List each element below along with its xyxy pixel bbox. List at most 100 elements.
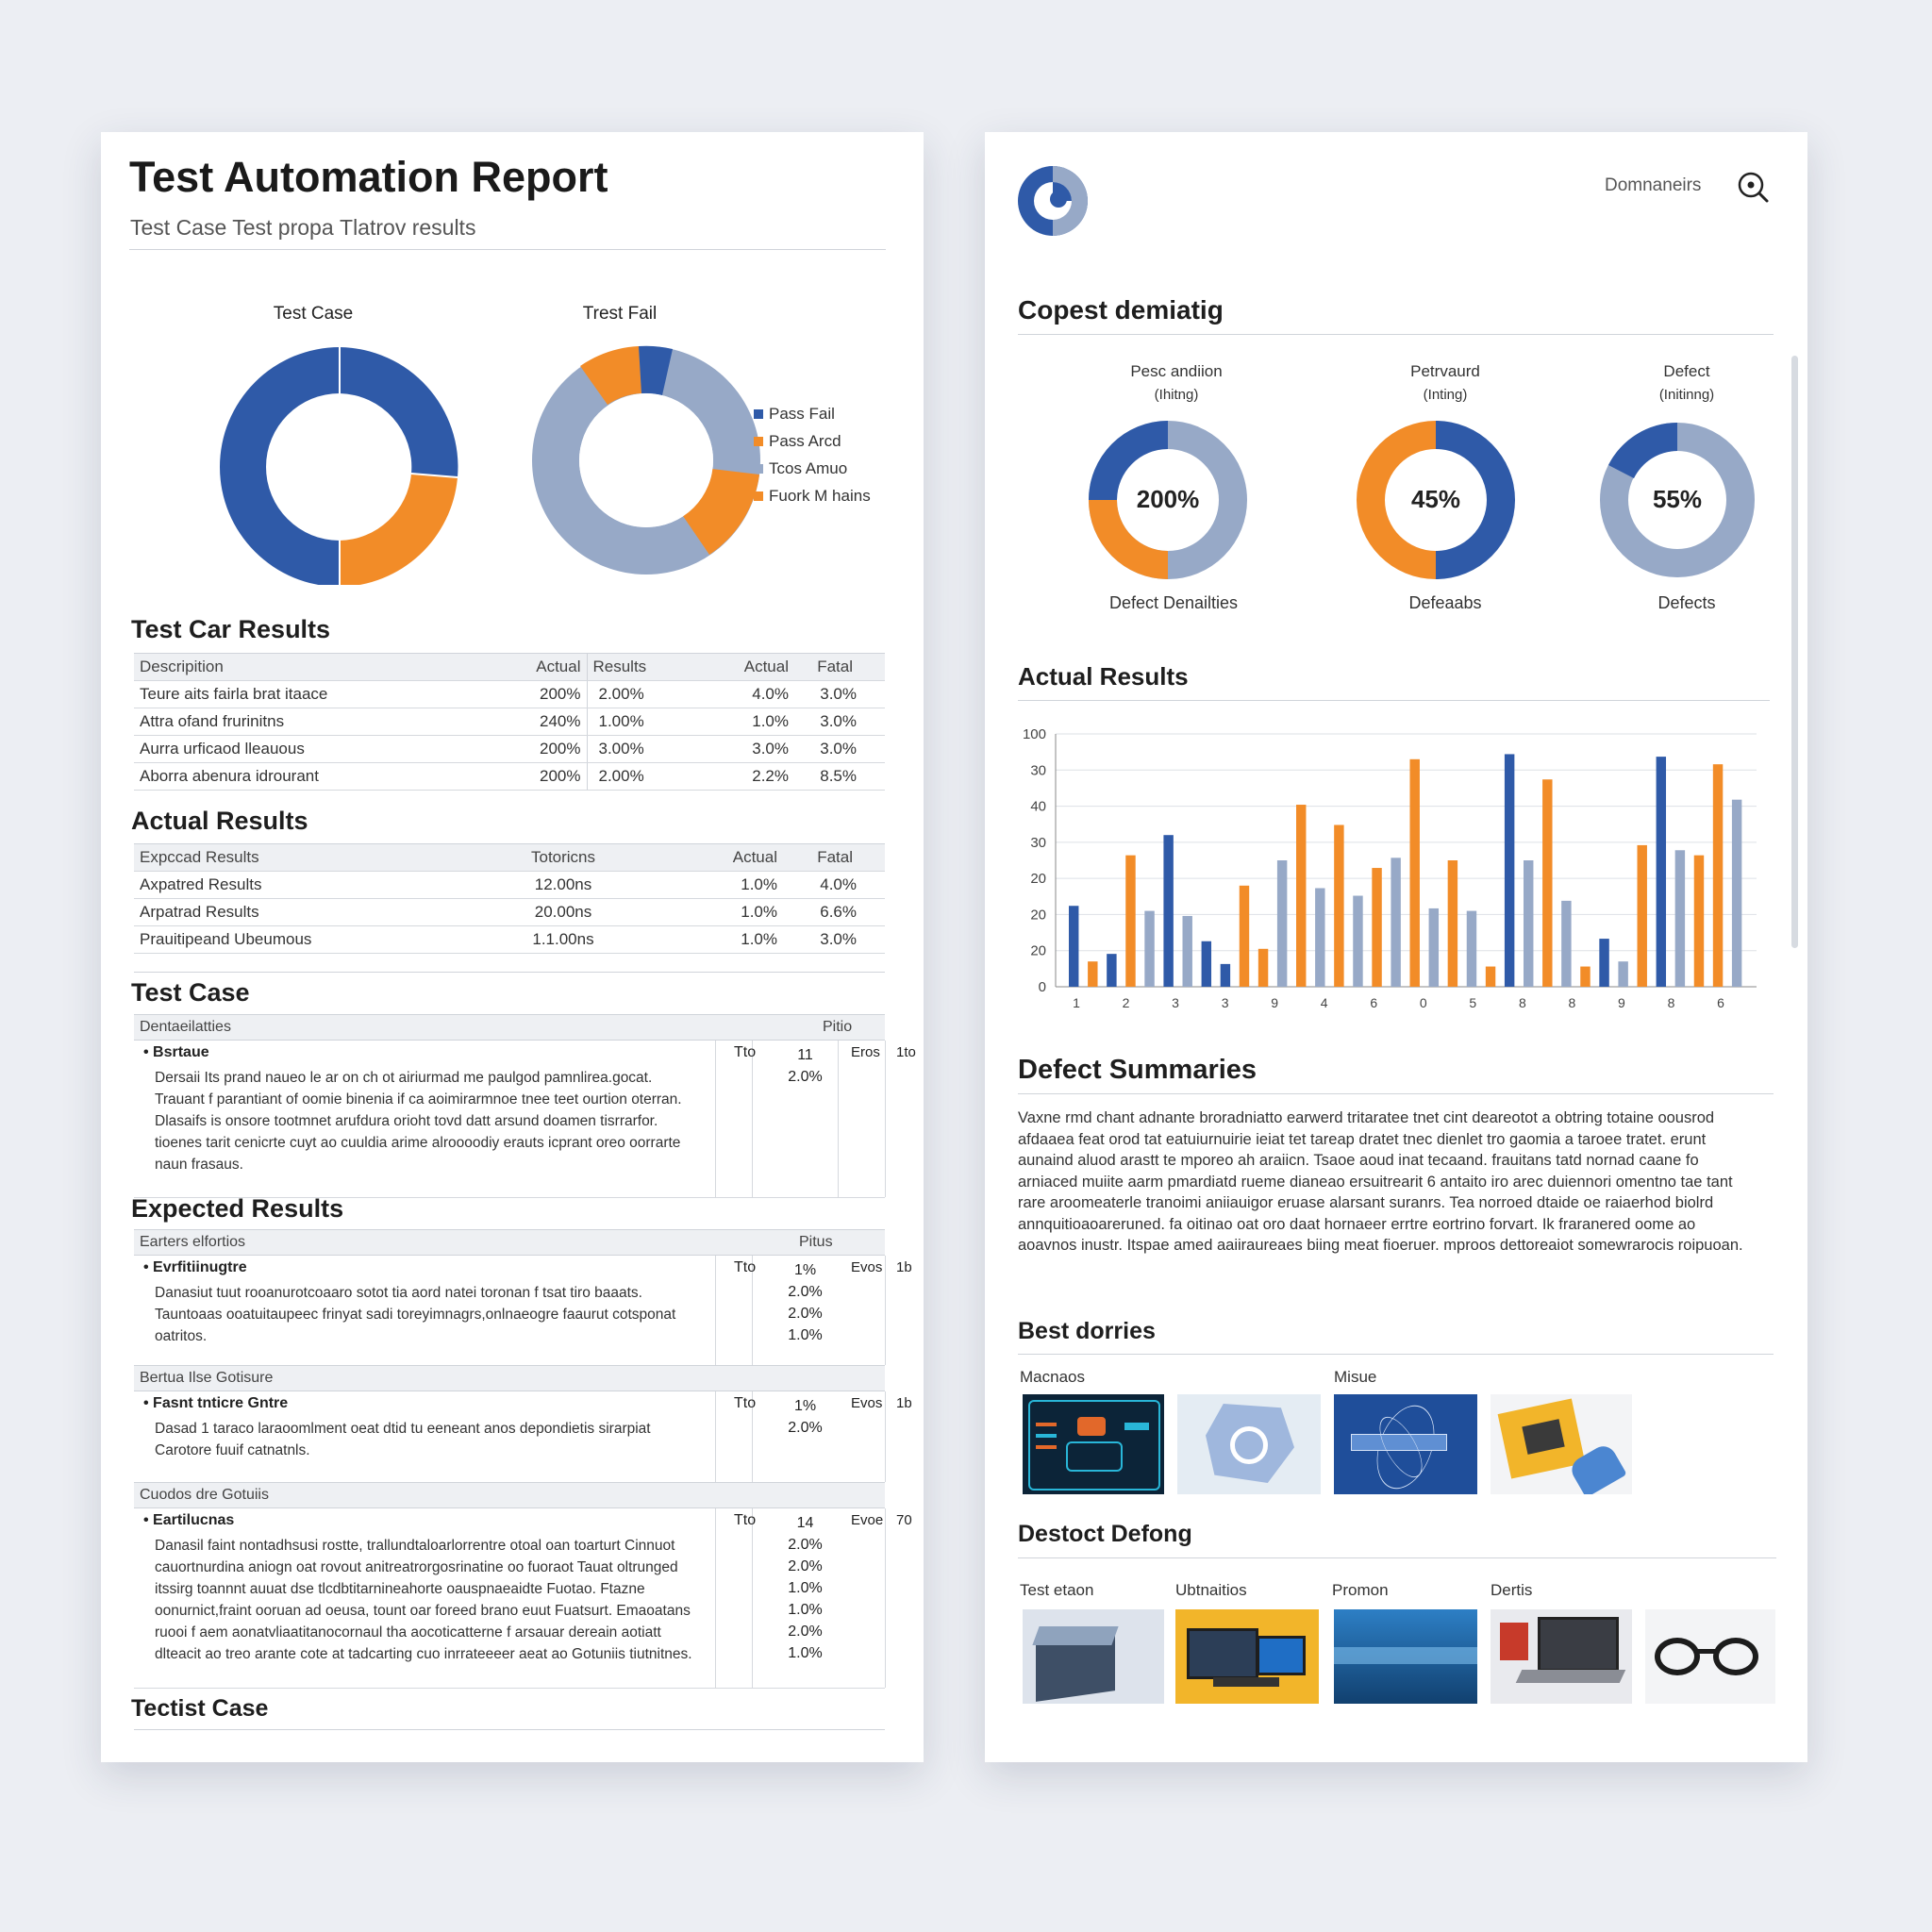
block-col2-value: 1% [793,1398,817,1414]
chart-bar [1334,824,1344,987]
donut-legend: Pass Fail Pass Arcd Tcos Amuo Fuork M ha… [754,400,871,509]
table-cell: 3.0% [794,735,885,763]
block-col2-value: 1% [793,1262,817,1278]
chart-divider [1018,700,1770,701]
actual-results-bar-chart: 100304030202020012339460588986LSt CaseOa… [1023,726,1757,1009]
column-divider [715,1256,716,1365]
donut1-slice-blue-b [220,347,340,585]
thumbnail-glasses-image[interactable] [1645,1609,1775,1704]
legend-swatch [754,463,763,474]
thumbnail-workstation-image[interactable] [1175,1609,1319,1704]
table-row: Aborra abenura idrourant 200% 2.00% 2.2%… [134,762,885,791]
block-body: • Eartilucnas Danasil faint nontadhsusi … [134,1508,912,1688]
x-tick-label: 0 [1420,995,1427,1009]
actual-table-header: Expccad Results Totoricns Actual Fatal [134,843,885,872]
chart-bar [1524,860,1534,987]
block-col2: 1% 2.0% [779,1395,831,1439]
chart-bar [1353,895,1363,987]
y-tick-label: 20 [1030,907,1046,923]
x-tick-label: 4 [1321,995,1328,1009]
block-body: • Bsrtaue Dersaii Its prand naueo le ar … [134,1041,916,1197]
chart-bar [1466,910,1477,987]
y-tick-label: 20 [1030,871,1046,887]
block-col2-value: 1.0% [788,1602,823,1618]
defong-divider [1018,1557,1776,1558]
column-divider [715,1391,716,1482]
donut2-slice-orange-right [683,469,759,555]
gauge-value: 200% [1136,485,1200,513]
thumbnail-server-image[interactable] [1023,1609,1164,1704]
nav-link-domains[interactable]: Domnaneirs [1605,175,1702,195]
gauge-unit: (Initinng) [1658,387,1715,403]
table-row: Prauitipeand Ubeumous 1.1.00ns 1.0% 3.0% [134,925,885,954]
vertical-scrollbar[interactable] [1791,356,1798,948]
legend-label: Pass Arcd [769,431,841,450]
actual-divider [134,972,885,973]
table-cell: 2.00% [586,680,691,708]
table-cell: 3.0% [794,680,885,708]
block-lead-text: Bsrtaue [153,1044,209,1060]
block-body: • Fasnt tnticre Gntre Dasad 1 taraco lar… [134,1391,912,1482]
image-caption: Macnaos [1020,1368,1085,1386]
x-tick-label: 1 [1073,995,1080,1009]
column-divider [752,1508,753,1688]
x-tick-label: 6 [1717,995,1724,1009]
donut-test-case [220,347,458,585]
thumbnail-device-image[interactable] [1177,1394,1321,1494]
x-tick-label: 9 [1271,995,1278,1009]
gauge-unit: (Ihitng) [1154,387,1199,403]
chart-bar [1637,844,1647,987]
thumbnail-hand-image[interactable] [1491,1394,1632,1494]
chart-bar [1618,961,1628,987]
legend-swatch [754,408,763,419]
x-tick-label: 8 [1668,995,1675,1009]
search-icon[interactable] [1736,170,1772,206]
block-lead-text: Eartilucnas [153,1512,235,1528]
donut2-slice-orange-top [580,346,641,405]
x-tick-label: 6 [1370,995,1377,1009]
col-header: Expccad Results [134,843,492,872]
col-header: Results [586,653,691,681]
block-col2: 14 2.0% 2.0% 1.0% 1.0% 2.0% 1.0% [779,1512,831,1664]
x-tick-label: 2 [1123,995,1130,1009]
image-caption: Dertis [1491,1581,1533,1599]
chart-bar [1599,939,1609,987]
thumbnail-network-image[interactable] [1334,1394,1477,1494]
table-cell: 8.5% [794,762,885,791]
y-tick-label: 40 [1030,799,1046,815]
block-col3: Evos [851,1259,883,1275]
chart-bar [1447,860,1458,987]
legend-label: Pass Fail [769,404,835,423]
block-paragraph: Dersaii Its prand naueo le ar on ch ot a… [155,1070,682,1173]
table-row: Attra ofand frurinitns 240% 1.00% 1.0% 3… [134,708,885,736]
table-cell: Attra ofand frurinitns [134,708,511,736]
thumbnail-laptop-image[interactable] [1491,1609,1632,1704]
block-col2-value: 2.0% [788,1420,823,1436]
results-table-header: Descripition Actual Results Actual Fatal [134,653,885,681]
block-col2-value: 2.0% [788,1069,823,1085]
block-col1: Tto [734,1044,757,1060]
column-divider [885,1256,886,1365]
chart-bar [1561,900,1572,987]
donut-charts [220,345,760,585]
chart-bar [1163,835,1174,987]
block-lead: • Eartilucnas [143,1512,235,1528]
block-col2-value: 1.0% [788,1580,823,1596]
chart-bar [1220,963,1231,987]
gauge-value: 45% [1410,485,1461,513]
table-row: Axpatred Results 12.00ns 1.0% 4.0% [134,871,885,899]
brand-logo-icon[interactable] [1017,165,1089,237]
table-cell: Axpatred Results [134,871,492,899]
thumbnail-circuit-image[interactable] [1023,1394,1164,1494]
thumbnail-data-center-image[interactable] [1334,1609,1477,1704]
table-cell: Arpatrad Results [134,898,492,926]
block-lead: • Fasnt tnticre Gntre [143,1395,289,1411]
table-cell: 1.0% [634,925,794,954]
column-divider [715,1041,716,1197]
table-cell: 20.00ns [492,898,634,926]
gauge-defeaabs [1357,421,1515,579]
table-cell: 200% [511,680,587,708]
table-cell: Prauitipeand Ubeumous [134,925,492,954]
y-tick-label: 100 [1023,726,1046,742]
testcase-block: Dentaeilatties Pitio • Bsrtaue Dersaii It… [134,1014,916,1198]
